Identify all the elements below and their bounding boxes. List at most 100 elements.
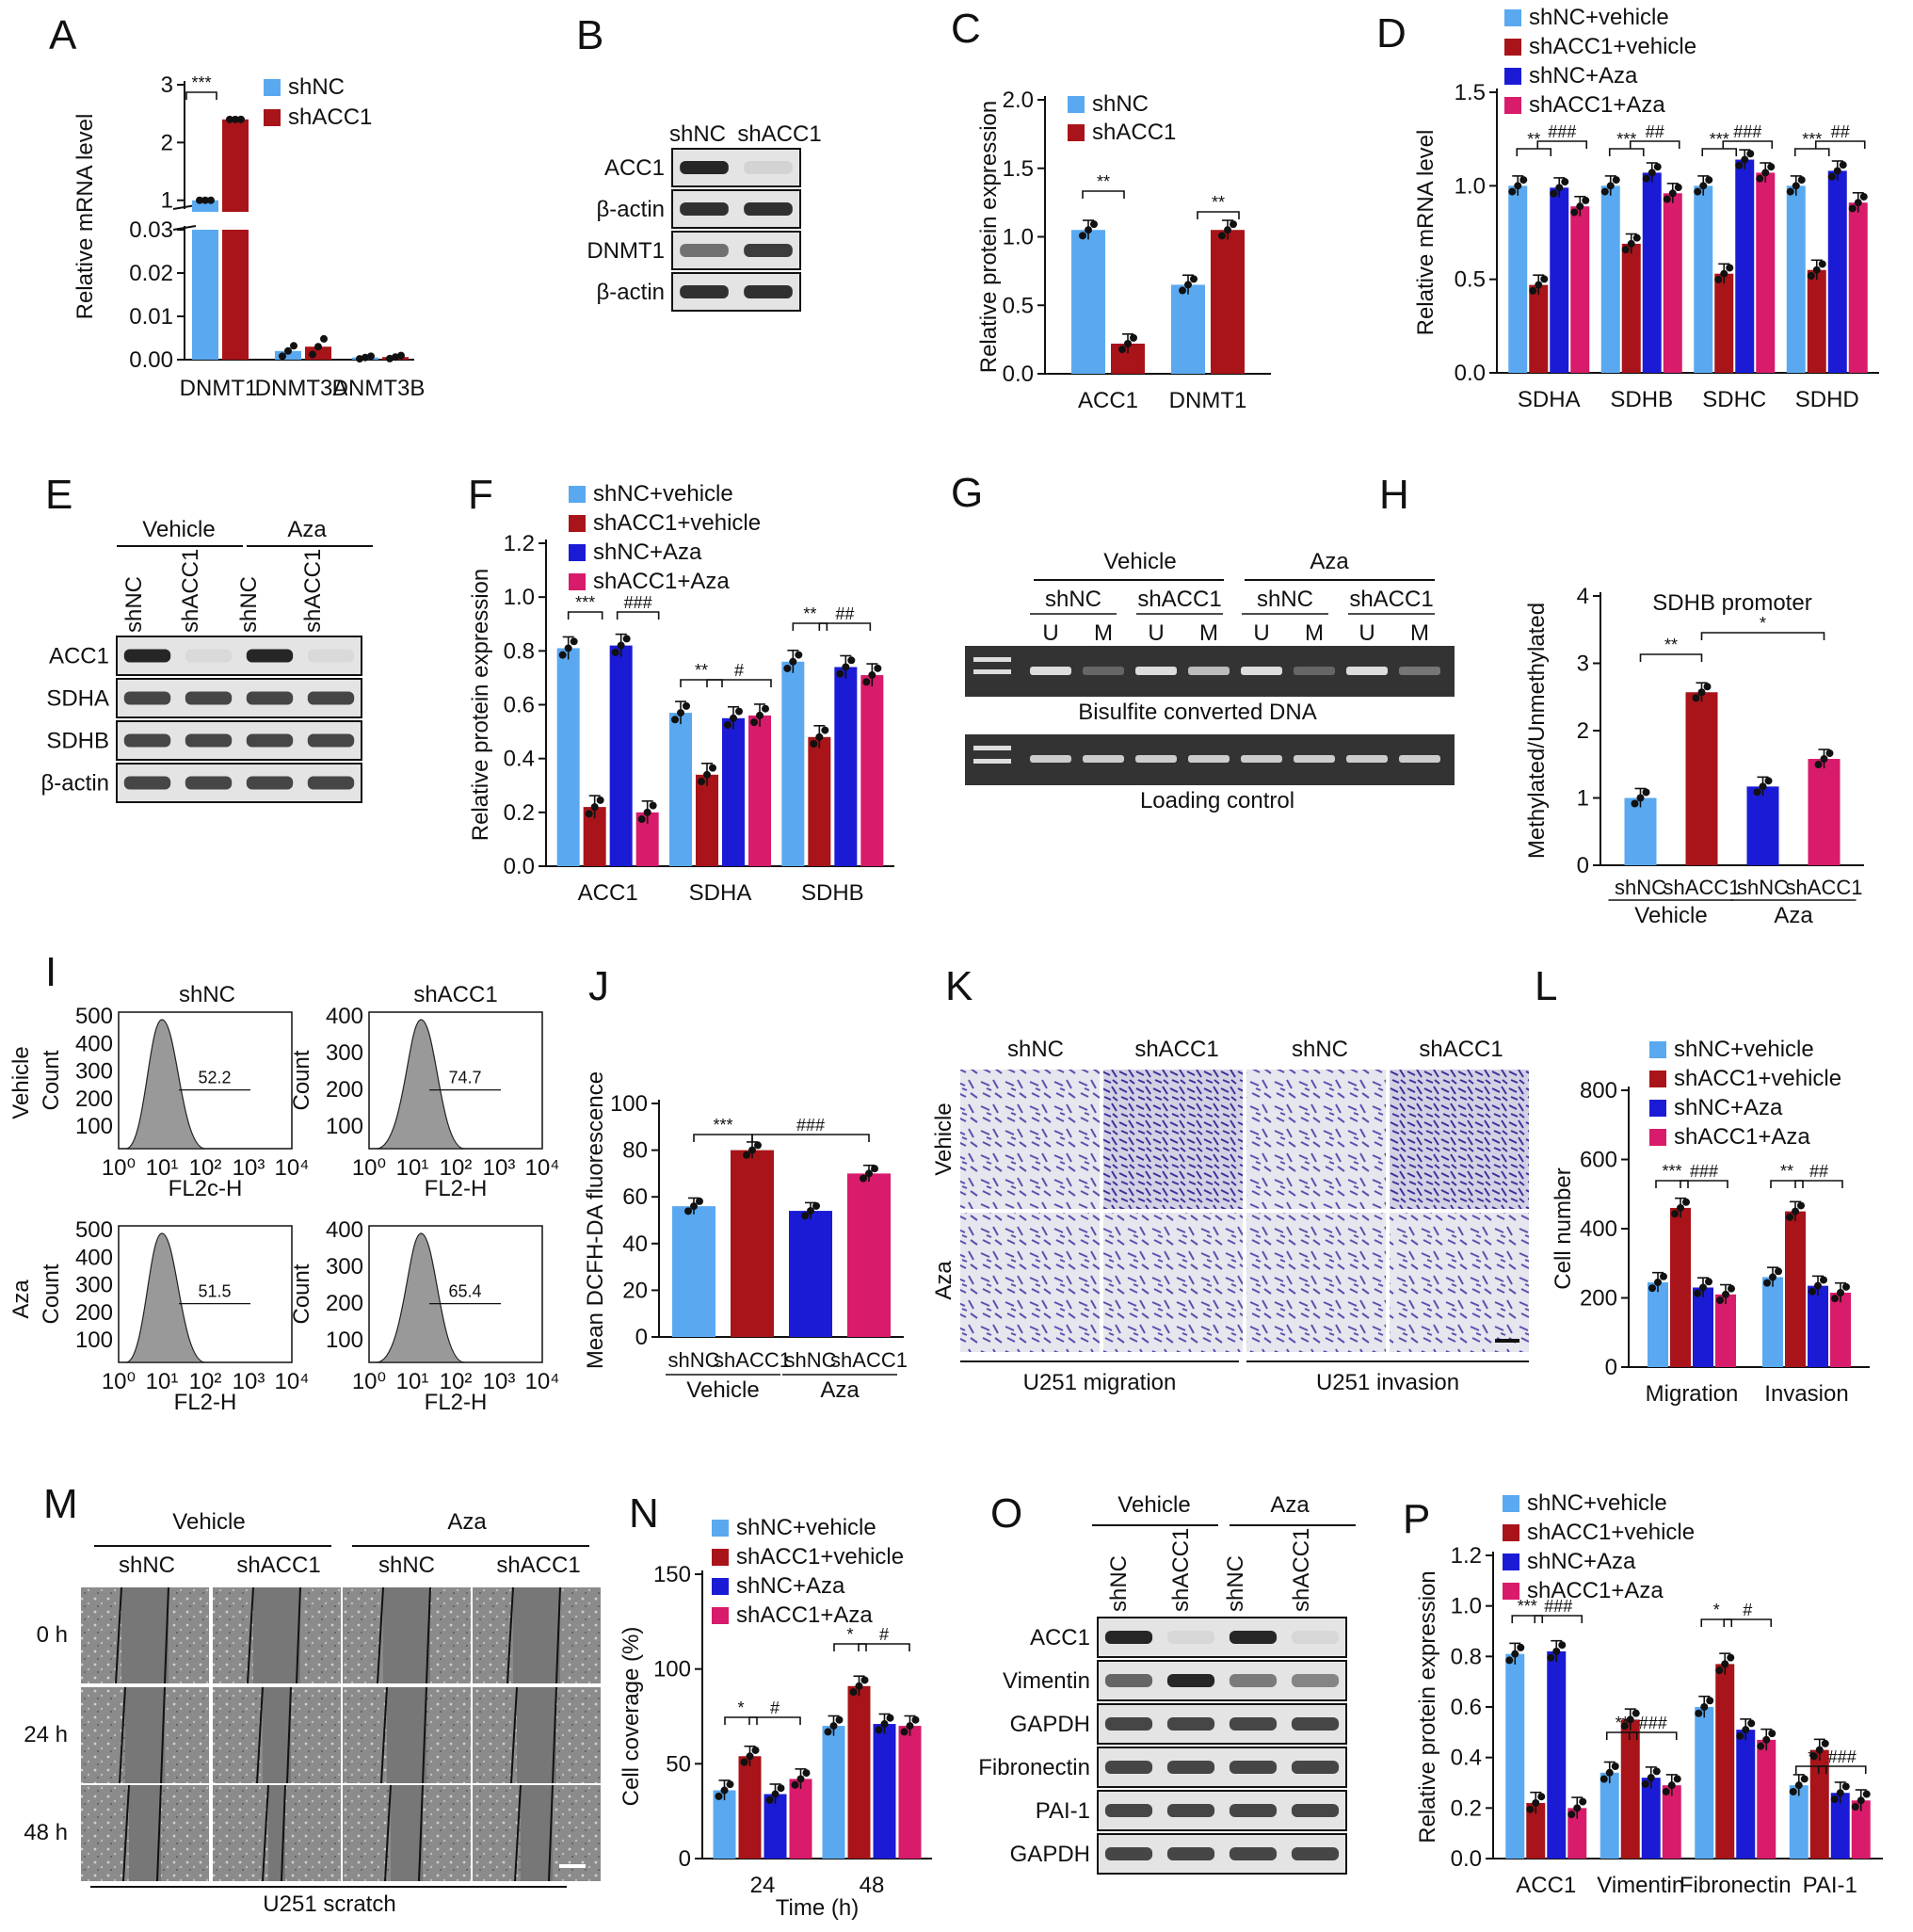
data-point: [1547, 1653, 1555, 1662]
blot-band: [1166, 1804, 1215, 1817]
x-tick-label: shNC: [1615, 876, 1666, 899]
y-axis-label: Relative mRNA level: [72, 114, 98, 320]
data-point: [1662, 1787, 1670, 1795]
data-point: [690, 1202, 698, 1211]
data-point: [724, 720, 731, 729]
x-tick-label: 10¹: [396, 1369, 429, 1394]
bar: [781, 661, 805, 866]
data-point: [802, 1769, 811, 1778]
data-point: [1671, 1210, 1679, 1218]
data-point: [1716, 1296, 1724, 1304]
panel-letter-O: O: [990, 1490, 1022, 1537]
bar: [738, 1756, 762, 1859]
bar: [1505, 1653, 1525, 1859]
scratch-edge: [426, 1586, 431, 1684]
flow-I: shNC shACC1VehicleAza52.2100200300400500C…: [8, 982, 560, 1415]
caption: U251 migration: [1023, 1370, 1177, 1395]
lane-label: shNC: [1045, 587, 1101, 612]
lane-label: shACC1: [1349, 587, 1433, 612]
scratch-edge: [281, 1784, 286, 1882]
blot-band: [1291, 1717, 1340, 1731]
scale-bar: [559, 1864, 586, 1868]
significance-label: **: [1527, 130, 1540, 149]
bar: [1171, 284, 1205, 374]
panel-letter-A: A: [49, 12, 77, 58]
lane-label: shACC1: [1137, 587, 1221, 612]
significance-bracket: [1639, 653, 1703, 662]
x-tick-label: SDHB: [1610, 387, 1673, 412]
data-point: [812, 1201, 820, 1210]
gel-band: [1294, 667, 1335, 675]
data-point: [1540, 275, 1549, 283]
significance-label: *: [1808, 1747, 1814, 1766]
data-point: [1761, 169, 1770, 177]
y-axis-label: Relative protein expression: [1415, 1570, 1440, 1843]
y-tick-label: 200: [75, 1300, 113, 1326]
bar: [1624, 797, 1657, 865]
data-point: [1705, 1278, 1712, 1286]
bar: [847, 1685, 871, 1859]
significance-label: ***: [713, 1116, 732, 1135]
bar: [822, 1726, 845, 1859]
scratch-edge: [514, 1784, 522, 1882]
data-point: [1567, 1811, 1576, 1819]
data-point: [1627, 239, 1635, 248]
x-tick-label: shACC1: [714, 1348, 791, 1372]
significance-label: ###: [796, 1116, 825, 1135]
x-tick-label: SDHD: [1795, 387, 1859, 412]
data-point: [1632, 1709, 1640, 1717]
gel-band: [1135, 755, 1177, 763]
significance-label: ##: [1646, 122, 1664, 141]
y-tick-label: 0.00: [129, 347, 173, 373]
group-label: Aza: [1774, 903, 1813, 928]
blot-band: [1104, 1847, 1153, 1860]
y-tick-label: 0.6: [1451, 1695, 1482, 1720]
bar: [1550, 187, 1569, 373]
bar: [222, 230, 249, 360]
data-point: [1851, 1803, 1859, 1811]
x-tick-label: 10⁴: [524, 1369, 559, 1394]
significance-label: ###: [1828, 1747, 1857, 1766]
data-point: [1612, 176, 1620, 185]
gel-band: [1294, 755, 1335, 763]
legend-swatch: [1503, 1583, 1519, 1600]
data-point: [730, 714, 737, 722]
y-tick-label: 0.5: [1003, 293, 1034, 318]
data-point: [1668, 189, 1677, 198]
data-point: [1821, 1739, 1829, 1747]
gel-band: [1399, 755, 1440, 763]
panel-letter-E: E: [45, 472, 72, 518]
legend-entry: shNC+Aza: [1529, 63, 1638, 89]
scratch-edge: [262, 1784, 269, 1882]
significance-bracket: [1628, 1731, 1678, 1740]
y-tick-label: 1.5: [1003, 156, 1034, 182]
significance-label: ###: [1733, 122, 1761, 141]
data-point: [777, 1784, 785, 1793]
blot-band: [246, 691, 294, 705]
row-label: Aza: [931, 1261, 956, 1300]
significance-label: *: [737, 1699, 744, 1717]
scratch-gap: [513, 1587, 560, 1683]
bar: [669, 713, 692, 866]
y-tick-label: 0.0: [1003, 362, 1034, 387]
significance-bracket: [1814, 140, 1866, 149]
data-point: [1786, 1213, 1793, 1221]
legend-entry: shNC+vehicle: [1529, 5, 1669, 30]
lane-label: shNC: [1223, 1555, 1248, 1612]
bar: [609, 645, 633, 866]
x-tick-label: Migration: [1646, 1381, 1739, 1407]
x-tick-label: DNMT3B: [332, 376, 426, 401]
bar: [713, 1790, 736, 1859]
significance-bracket: [858, 1643, 910, 1651]
data-point: [1747, 1719, 1756, 1728]
bar: [1663, 193, 1682, 373]
data-point: [1825, 749, 1834, 758]
bar: [672, 1206, 715, 1337]
group-label: Vehicle: [686, 1377, 759, 1403]
data-point: [871, 1165, 878, 1173]
lane-label: shNC: [1257, 587, 1313, 612]
data-point: [1836, 1789, 1844, 1797]
bar: [1715, 1664, 1735, 1859]
data-point: [1714, 275, 1723, 283]
